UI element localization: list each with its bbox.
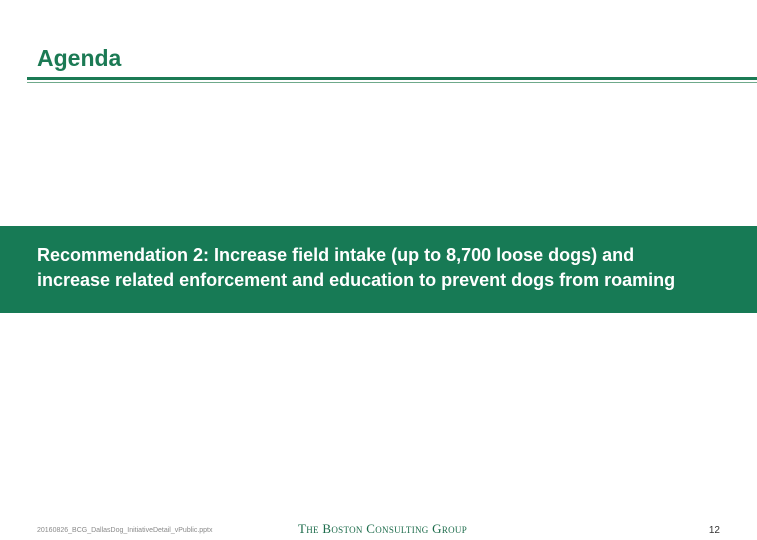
title-divider xyxy=(27,77,757,80)
page-number: 12 xyxy=(708,525,720,536)
title-divider-thin xyxy=(27,82,757,83)
recommendation-banner: Recommendation 2: Increase field intake … xyxy=(0,226,757,313)
recommendation-line-1: Recommendation 2: Increase field intake … xyxy=(37,245,635,265)
recommendation-text: Recommendation 2: Increase field intake … xyxy=(37,243,752,293)
footer-file-name: 20160826_BCG_DallasDog_InitiativeDetail_… xyxy=(37,527,213,534)
company-logo: The Boston Consulting Group xyxy=(298,521,468,536)
page-title: Agenda xyxy=(37,45,122,71)
recommendation-line-2: increase related enforcement and educati… xyxy=(37,270,676,290)
